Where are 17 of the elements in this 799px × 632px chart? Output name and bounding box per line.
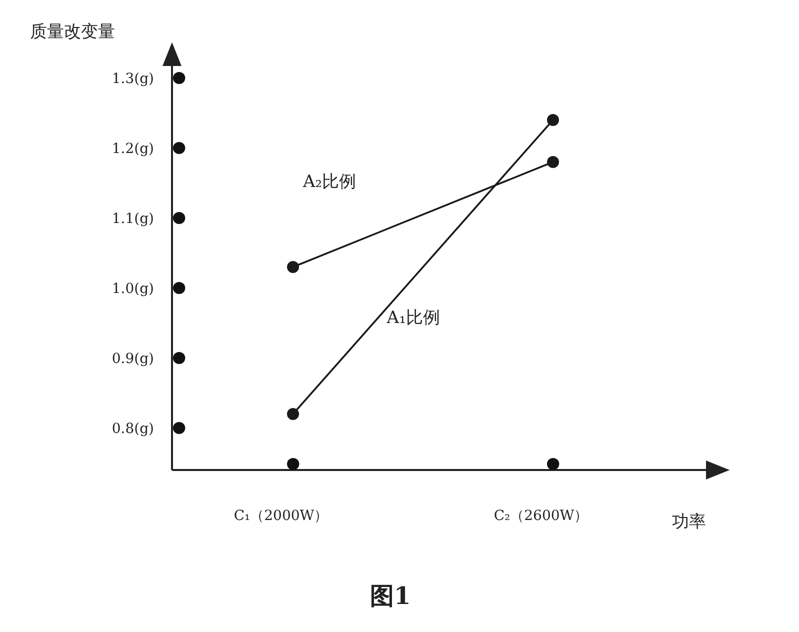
point	[547, 114, 559, 126]
y-tick-label: 1.1(g)	[112, 211, 154, 227]
y-tick-label: 1.3(g)	[112, 71, 154, 87]
y-tick-label: 1.0(g)	[112, 281, 154, 297]
point	[287, 408, 299, 420]
y-tick-label: 0.9(g)	[112, 351, 154, 367]
x-axis-title: 功率	[672, 512, 706, 532]
point	[287, 261, 299, 273]
y-axis-title: 质量改变量	[30, 22, 115, 42]
y-tick-label: 1.2(g)	[112, 141, 154, 157]
series-label: A₁比例	[386, 308, 440, 328]
point	[547, 156, 559, 168]
text: 图1	[370, 581, 411, 610]
text: A₂比例	[302, 172, 356, 192]
y-tick-label: 0.8(g)	[112, 421, 154, 437]
x-tick-label: C₁（2000W）	[234, 508, 328, 524]
x-tick-label: C₂（2600W）	[494, 508, 588, 524]
